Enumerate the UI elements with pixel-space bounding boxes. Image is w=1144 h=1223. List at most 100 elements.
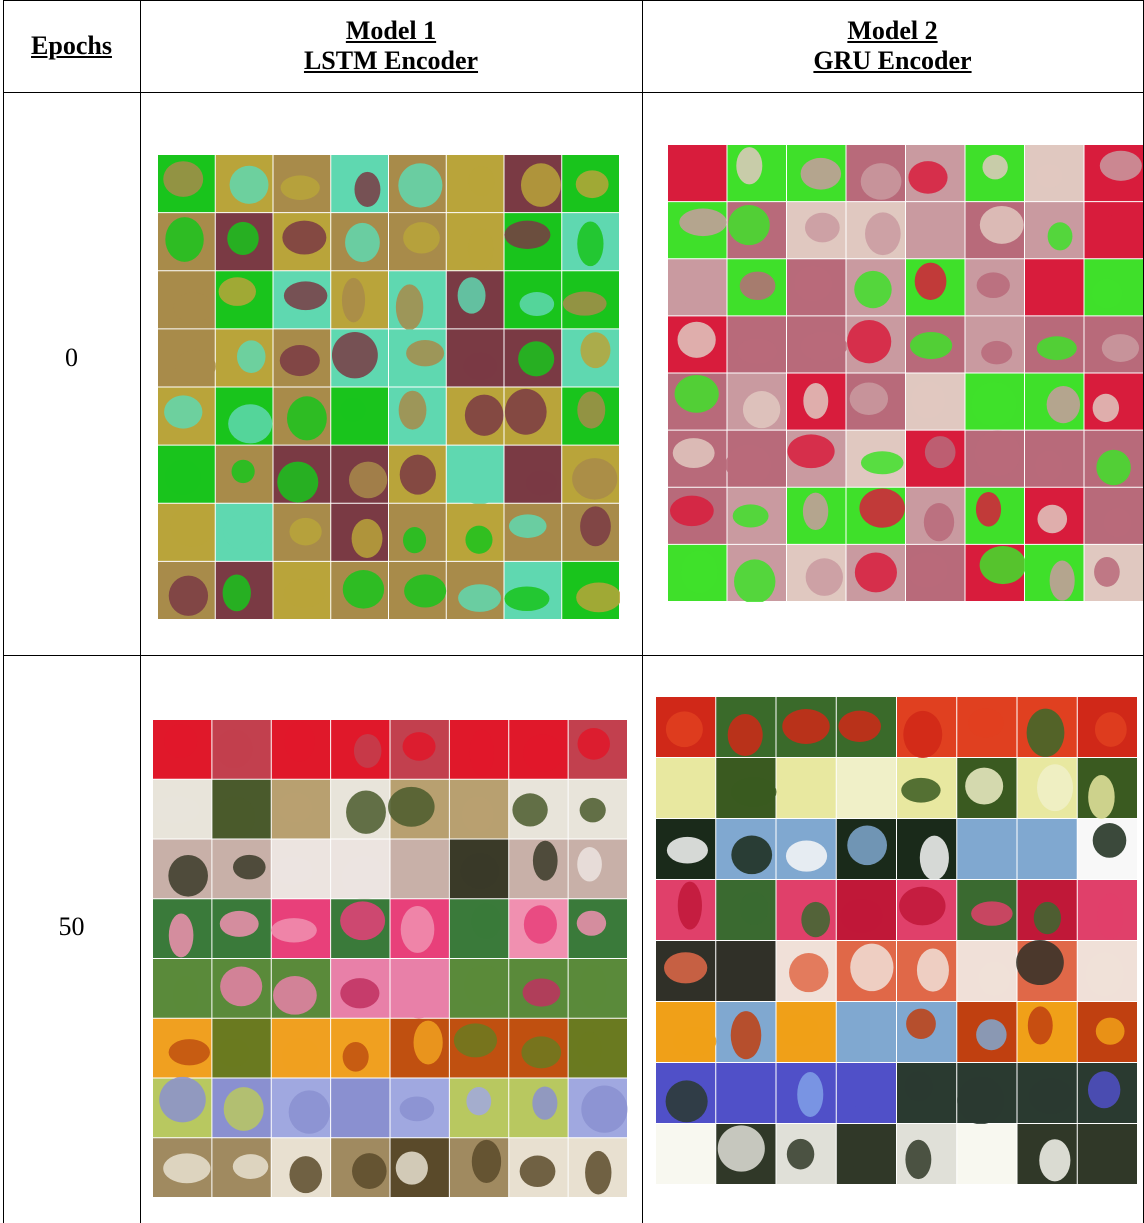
sample-tile xyxy=(562,503,619,561)
sample-tile xyxy=(1017,1124,1077,1184)
sample-tile xyxy=(449,959,509,1018)
sample-tile xyxy=(965,145,1024,202)
sample-tile xyxy=(656,1124,716,1184)
sample-tile xyxy=(390,1018,449,1078)
sample-tile xyxy=(271,839,331,899)
sample-tile xyxy=(446,155,504,213)
sample-tile xyxy=(1077,1124,1137,1184)
sample-tile xyxy=(331,503,388,561)
sample-tile xyxy=(846,145,905,202)
sample-tile xyxy=(215,503,273,561)
sample-tile xyxy=(846,544,905,601)
sample-tile xyxy=(1017,758,1077,818)
sample-tile xyxy=(776,758,836,818)
sample-tile xyxy=(1077,697,1137,757)
header-epochs: Epochs xyxy=(31,31,112,60)
row-epochs: 50 xyxy=(58,912,85,941)
sample-tile xyxy=(504,445,562,503)
sample-tile xyxy=(158,503,215,561)
sample-tile xyxy=(846,202,905,259)
sample-tile xyxy=(562,155,619,213)
sample-tile xyxy=(846,373,905,430)
sample-tile xyxy=(568,899,627,958)
header-model: Model 2 xyxy=(847,16,938,45)
sample-tile xyxy=(776,1124,836,1184)
sample-tile xyxy=(504,329,562,387)
sample-tile xyxy=(215,387,273,445)
sample-tile xyxy=(568,779,627,839)
sample-tile xyxy=(1017,819,1077,879)
sample-tile xyxy=(273,561,331,619)
sample-tile xyxy=(1017,1063,1077,1123)
sample-tile xyxy=(331,329,388,387)
sample-tile xyxy=(562,387,619,445)
sample-tile xyxy=(212,1078,271,1138)
sample-tile xyxy=(957,880,1017,940)
sample-tile xyxy=(1084,544,1143,601)
sample-tile xyxy=(504,561,562,619)
sample-tile xyxy=(1077,880,1137,940)
sample-tile xyxy=(158,445,215,503)
sample-tile xyxy=(273,155,331,213)
sample-tile xyxy=(716,758,777,818)
sample-tile xyxy=(273,445,331,503)
sample-tile xyxy=(390,720,449,779)
sample-tile xyxy=(1084,316,1143,373)
sample-tile xyxy=(215,561,273,619)
sample-tile xyxy=(727,202,786,259)
sample-tile xyxy=(787,373,846,430)
sample-tile xyxy=(787,259,846,316)
sample-tile xyxy=(727,373,786,430)
sample-tile xyxy=(957,819,1017,879)
sample-tile xyxy=(1084,202,1143,259)
sample-tile xyxy=(562,445,619,503)
sample-tile xyxy=(905,544,965,601)
sample-tile xyxy=(836,758,896,818)
sample-tile xyxy=(158,155,215,213)
sample-tile xyxy=(212,779,271,839)
sample-tile xyxy=(449,1018,509,1078)
sample-tile xyxy=(1084,145,1143,202)
sample-tile xyxy=(331,839,390,900)
sample-tile xyxy=(153,779,212,839)
sample-tile xyxy=(716,1124,776,1184)
header-encoder: GRU Encoder xyxy=(813,46,972,75)
sample-tile xyxy=(836,880,896,940)
sample-tile xyxy=(1017,1002,1077,1062)
sample-tile xyxy=(725,430,786,487)
sample-tile xyxy=(509,899,568,958)
sample-tile xyxy=(1025,544,1084,601)
sample-tile xyxy=(331,779,390,839)
sample-tile xyxy=(271,1018,331,1078)
sample-tile xyxy=(957,1063,1017,1125)
sample-tile xyxy=(1017,880,1077,940)
sample-tile xyxy=(446,561,504,619)
sample-tile xyxy=(509,1138,568,1197)
sample-tile xyxy=(509,1078,568,1138)
sample-tile xyxy=(568,1018,627,1078)
sample-tile xyxy=(897,819,957,881)
sample-tile xyxy=(153,1018,212,1078)
sample-tile xyxy=(716,1002,776,1062)
sample-tile xyxy=(1025,316,1084,373)
sample-tile xyxy=(568,959,627,1018)
sample-tile xyxy=(1077,819,1137,879)
sample-tile xyxy=(504,503,562,561)
sample-tile xyxy=(897,1063,957,1123)
sample-tile xyxy=(390,1078,449,1138)
sample-tile xyxy=(716,1063,776,1123)
sample-tile xyxy=(389,155,446,213)
sample-tile xyxy=(153,959,212,1018)
sample-tile xyxy=(668,316,727,373)
sample-tile xyxy=(331,1078,390,1138)
sample-tile xyxy=(957,1002,1017,1062)
sample-tile xyxy=(504,213,562,271)
sample-tile xyxy=(965,544,1027,601)
sample-tile xyxy=(668,202,727,259)
sample-tile xyxy=(215,329,273,387)
sample-tile xyxy=(331,899,390,958)
sample-tile xyxy=(846,487,905,544)
sample-tile xyxy=(1077,1063,1137,1123)
header-encoder: LSTM Encoder xyxy=(303,46,479,75)
